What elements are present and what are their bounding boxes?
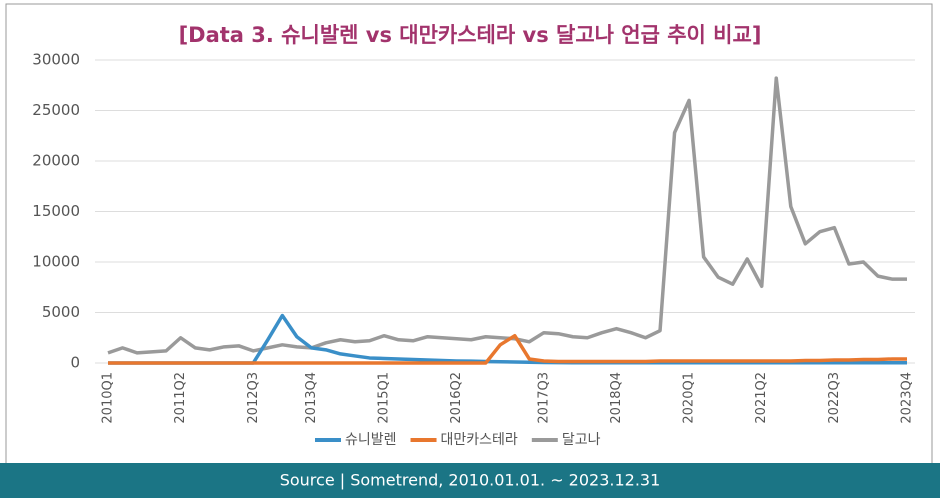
footer-bar xyxy=(0,463,940,498)
y-tick-label: 5000 xyxy=(42,303,80,321)
x-tick-label: 2016Q2 xyxy=(449,372,464,424)
y-tick-label: 20000 xyxy=(32,152,80,170)
legend-label: 대만카스테라 xyxy=(441,432,518,448)
y-tick-label: 15000 xyxy=(32,202,80,220)
x-tick-label: 2021Q2 xyxy=(754,372,769,424)
x-tick-label: 2013Q4 xyxy=(304,372,319,424)
x-tick-label: 2020Q1 xyxy=(682,372,697,424)
x-tick-label: 2018Q4 xyxy=(609,372,624,424)
y-tick-label: 25000 xyxy=(32,101,80,119)
legend-label: 달고나 xyxy=(562,432,601,448)
x-tick-label: 2023Q4 xyxy=(900,372,915,424)
x-tick-label: 2012Q3 xyxy=(246,372,261,424)
y-tick-label: 10000 xyxy=(32,253,80,271)
x-tick-label: 2015Q1 xyxy=(377,372,392,424)
frame xyxy=(5,3,933,465)
x-tick-label: 2017Q3 xyxy=(536,372,551,424)
x-tick-label: 2011Q2 xyxy=(173,372,188,424)
y-tick-label: 0 xyxy=(70,354,80,372)
x-tick-label: 2010Q1 xyxy=(101,372,116,424)
x-tick-label: 2022Q3 xyxy=(827,372,842,424)
chart-title: [Data 3. 슈니발렌 vs 대만카스테라 vs 달고나 언급 추이 비교] xyxy=(179,23,762,47)
legend-label: 슈니발렌 xyxy=(345,432,397,448)
source: Source | Sometrend, 2010.01.01. ~ 2023.1… xyxy=(280,471,661,490)
y-tick-label: 30000 xyxy=(32,51,80,69)
series-line xyxy=(108,333,907,365)
